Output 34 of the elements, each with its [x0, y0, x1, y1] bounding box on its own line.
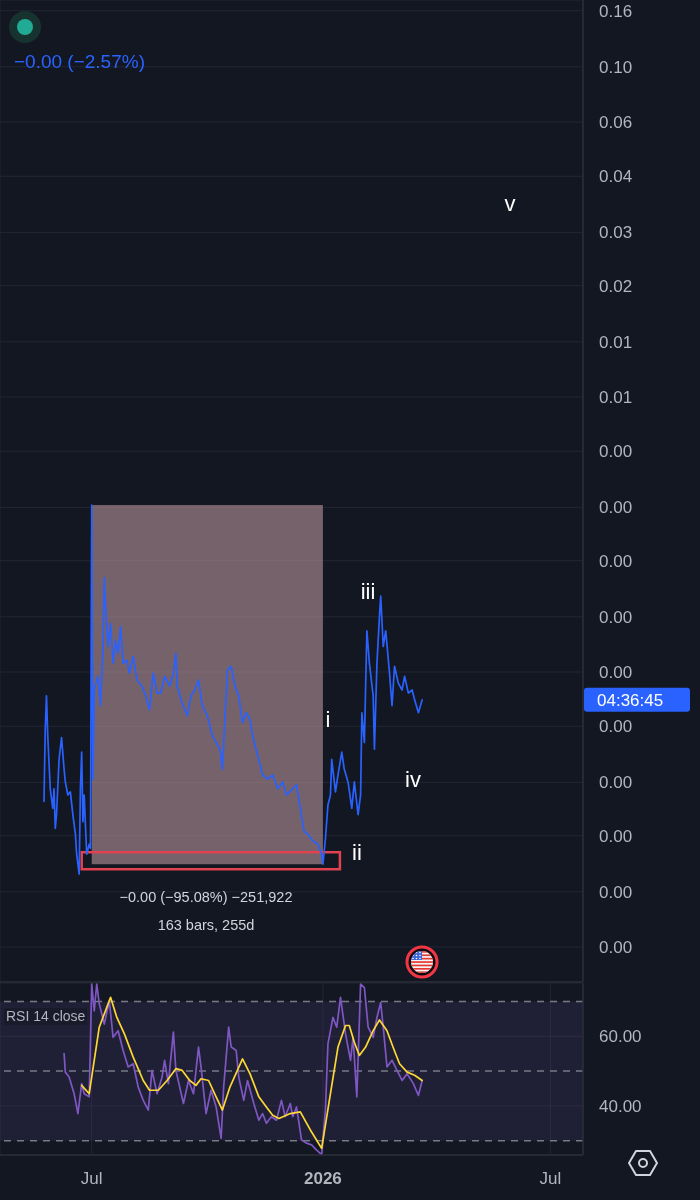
y-tick-label: 60.00 [599, 1026, 642, 1046]
y-tick-label: 0.00 [599, 772, 633, 792]
y-tick-label: 0.04 [599, 166, 633, 186]
annotation: −0.00 (−2.57%) [14, 50, 145, 74]
y-tick-label: 0.01 [599, 332, 633, 352]
y-tick-label: 0.06 [599, 112, 633, 132]
y-tick-label: 0.10 [599, 57, 633, 77]
y-tick-label: 0.00 [599, 441, 633, 461]
annotation: 163 bars, 255d [157, 916, 255, 934]
y-tick-label: 0.00 [599, 662, 633, 682]
y-tick-label: 0.00 [599, 497, 633, 517]
y-tick-label: 0.00 [599, 551, 633, 571]
y-tick-label: 0.00 [599, 937, 633, 957]
text: RSI 14 close [4, 1008, 88, 1025]
y-tick-label: 0.00 [599, 826, 633, 846]
annotation: ii [352, 840, 362, 866]
text: 04:36:45 [597, 690, 664, 710]
annotation: i [325, 707, 331, 733]
line-series [43, 504, 424, 875]
y-tick-label: 0.16 [599, 1, 633, 21]
x-tick-label: Jul [539, 1168, 562, 1188]
annotation: iii [360, 579, 376, 605]
y-tick-label: 0.00 [599, 607, 633, 627]
x-tick-label: Jul [80, 1168, 103, 1188]
annotation: v [504, 191, 516, 217]
x-tick-label: 2026 [304, 1168, 342, 1188]
y-tick-label: 0.00 [599, 716, 633, 736]
annotation: iv [405, 767, 421, 793]
y-tick-label: 0.00 [599, 882, 633, 902]
y-tick-label: 0.03 [599, 222, 633, 242]
y-tick-label: 0.02 [599, 276, 633, 296]
annotation: −0.00 (−95.08%) −251,922 [119, 888, 293, 906]
y-tick-label: 40.00 [599, 1096, 642, 1116]
y-tick-label: 0.01 [599, 387, 633, 407]
